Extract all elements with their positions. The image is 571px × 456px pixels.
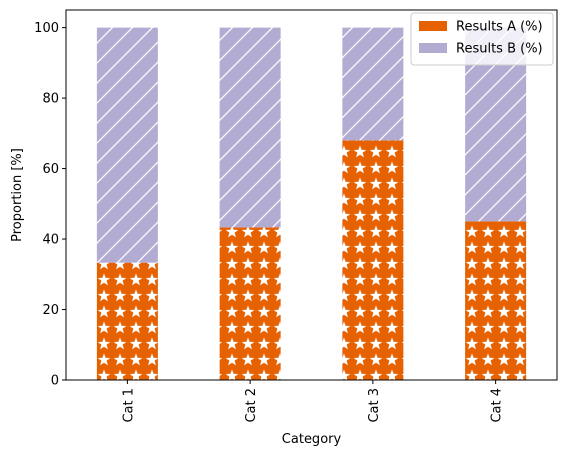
bar-series1-cat3 bbox=[342, 140, 404, 380]
y-tick-label: 20 bbox=[42, 303, 59, 318]
x-axis-title: Category bbox=[282, 432, 342, 447]
legend-swatch bbox=[419, 21, 447, 31]
x-axis: Cat 1 Cat 2 Cat 3 Cat 4 bbox=[121, 380, 505, 423]
bar-series2-cat2 bbox=[219, 27, 281, 228]
legend-swatch bbox=[419, 43, 447, 53]
y-tick-label: 40 bbox=[42, 233, 59, 248]
x-tick-label: Cat 2 bbox=[244, 388, 259, 423]
x-tick-label: Cat 1 bbox=[121, 388, 136, 423]
bar-series1-cat4 bbox=[465, 221, 527, 380]
y-tick-label: 0 bbox=[51, 374, 59, 389]
bar-series1-cat1 bbox=[96, 262, 158, 380]
x-tick-label: Cat 4 bbox=[490, 388, 505, 423]
y-tick-label: 80 bbox=[42, 92, 59, 107]
legend-label: Results B (%) bbox=[456, 42, 543, 57]
y-tick-label: 60 bbox=[42, 162, 59, 177]
axes-frame bbox=[65, 9, 558, 381]
bars-layer bbox=[96, 27, 527, 380]
bar-series2-cat1 bbox=[96, 27, 158, 263]
y-axis-title: Proportion [%] bbox=[10, 148, 25, 242]
legend: Results A (%) Results B (%) bbox=[410, 12, 554, 66]
y-axis: 0 20 40 60 80 100 bbox=[34, 21, 66, 389]
x-tick-label: Cat 3 bbox=[367, 388, 382, 423]
bar-series2-cat3 bbox=[342, 27, 404, 141]
y-tick-label: 100 bbox=[34, 21, 59, 36]
legend-label: Results A (%) bbox=[456, 20, 543, 35]
bar-series1-cat2 bbox=[219, 227, 281, 380]
